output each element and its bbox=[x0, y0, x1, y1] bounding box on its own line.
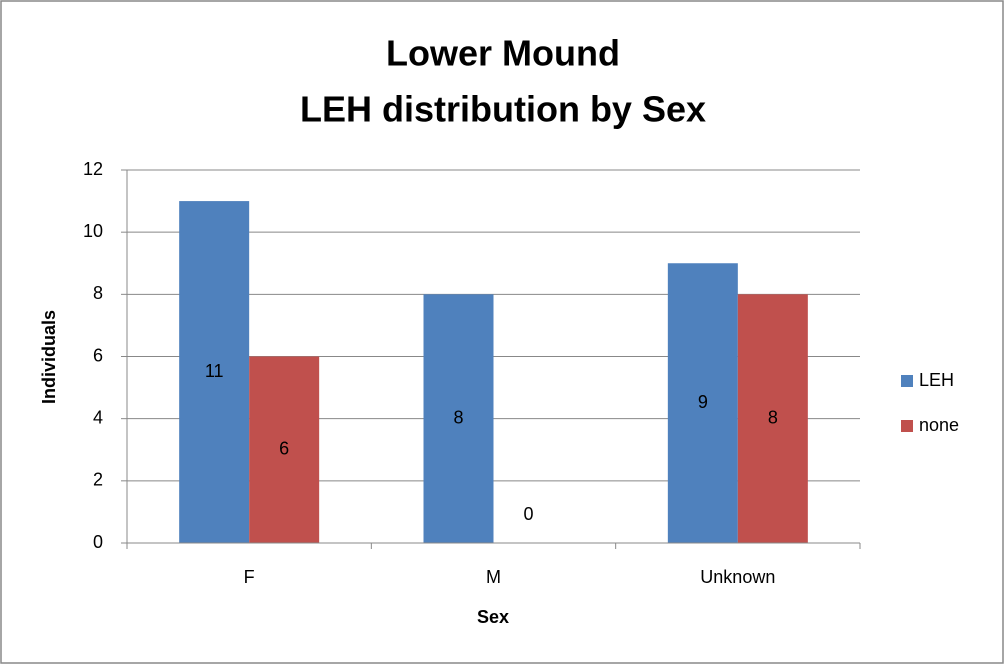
legend-label: LEH bbox=[919, 370, 954, 390]
data-label: 0 bbox=[523, 504, 533, 524]
y-tick-label: 4 bbox=[93, 407, 103, 427]
x-tick-label: Unknown bbox=[700, 567, 775, 587]
bar bbox=[249, 356, 320, 543]
y-tick-label: 6 bbox=[93, 345, 103, 365]
data-label: 11 bbox=[205, 361, 224, 381]
legend-label: none bbox=[919, 415, 959, 435]
chart-title: LEH distribution by Sex bbox=[300, 89, 706, 130]
y-tick-label: 2 bbox=[93, 470, 103, 490]
data-label: 8 bbox=[768, 407, 778, 427]
bar bbox=[667, 263, 738, 543]
bar bbox=[179, 201, 250, 544]
y-tick-label: 10 bbox=[83, 221, 103, 241]
x-tick-label: F bbox=[244, 567, 255, 587]
data-label: 9 bbox=[698, 392, 708, 412]
legend-swatch bbox=[901, 420, 913, 432]
x-tick-label: M bbox=[486, 567, 501, 587]
data-label: 6 bbox=[279, 439, 289, 459]
bar bbox=[737, 294, 808, 543]
y-tick-label: 8 bbox=[93, 283, 103, 303]
chart-title: Lower Mound bbox=[386, 33, 620, 74]
y-tick-label: 0 bbox=[93, 532, 103, 552]
bar bbox=[423, 294, 494, 543]
y-tick-label: 12 bbox=[83, 159, 103, 179]
legend-swatch bbox=[901, 375, 913, 387]
y-axis-title: Individuals bbox=[39, 310, 59, 404]
data-label: 8 bbox=[453, 407, 463, 427]
x-axis-title: Sex bbox=[477, 607, 509, 627]
